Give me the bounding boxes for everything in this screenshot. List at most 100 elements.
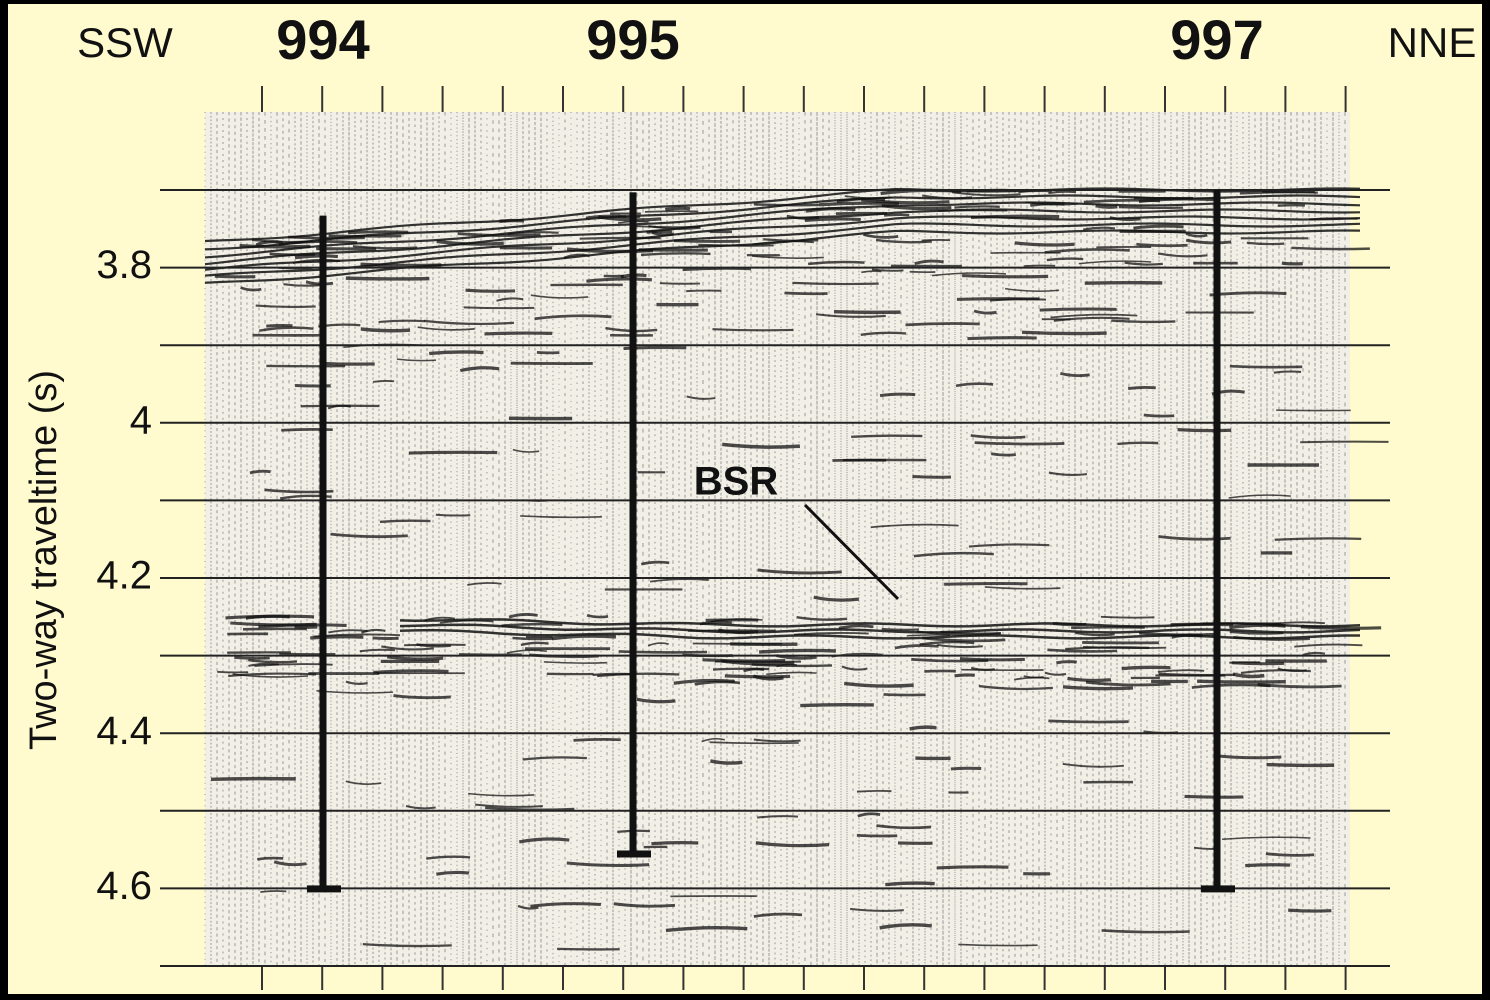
reflector [807, 260, 865, 266]
reflector [566, 861, 650, 868]
reflector [294, 254, 338, 260]
reflector [984, 586, 1061, 590]
reflector [264, 488, 334, 494]
reflector [258, 326, 314, 332]
reflector [416, 643, 451, 648]
reflector [849, 907, 904, 912]
reflector [937, 643, 983, 649]
reflector [712, 328, 794, 332]
reflector [952, 191, 1021, 197]
reflector [722, 442, 801, 449]
seafloor-reflector [204, 201, 1361, 259]
reflector [1222, 836, 1311, 840]
reflector [520, 515, 602, 519]
reflector [517, 904, 539, 910]
reflector [295, 383, 331, 388]
reflector [345, 680, 368, 685]
reflector [682, 267, 752, 272]
reflector [1014, 241, 1075, 247]
reflector [954, 205, 1000, 209]
reflector [751, 255, 824, 260]
reflector [436, 870, 470, 876]
reflector [884, 213, 910, 217]
reflector [1062, 763, 1124, 768]
reflector [361, 628, 386, 634]
reflector [861, 270, 882, 274]
reflector [485, 806, 575, 812]
reflector [1228, 494, 1291, 499]
reflector [211, 776, 296, 782]
reflector [255, 304, 316, 309]
reflector [1075, 631, 1115, 637]
reflector [724, 674, 791, 679]
reflector [970, 666, 995, 671]
reflector [955, 382, 994, 388]
reflector [936, 865, 1009, 870]
reflector [310, 635, 364, 640]
reflector [959, 657, 1025, 662]
reflector [944, 581, 1028, 586]
reflector [793, 632, 869, 636]
reflector [856, 833, 898, 838]
bsr-reflector [399, 628, 1361, 640]
reflector [1266, 762, 1335, 768]
reflector [1060, 371, 1090, 378]
reflector [1085, 680, 1171, 687]
reflector [870, 523, 959, 529]
reflector [1136, 242, 1188, 248]
reflector [1005, 287, 1060, 292]
annotation-arrow [803, 503, 900, 600]
reflector [1111, 319, 1176, 324]
well-trace [629, 192, 637, 854]
reflector [1191, 683, 1271, 689]
reflector [423, 319, 515, 326]
reflector [804, 217, 861, 223]
reflector [266, 324, 293, 328]
reflector [990, 452, 1016, 457]
reflector [911, 658, 989, 663]
reflector [417, 326, 475, 331]
reflector [506, 649, 547, 654]
reflector [636, 697, 676, 704]
reflector [1143, 413, 1175, 418]
reflector [792, 281, 879, 286]
well-foot [1201, 885, 1235, 893]
reflector [257, 856, 284, 861]
seafloor-reflector [204, 194, 1361, 251]
reflector [1185, 238, 1232, 245]
reflector [922, 636, 1006, 643]
reflector [522, 756, 587, 761]
y-axis-label: Two-way traveltime (s) [23, 370, 65, 750]
reflector [1013, 676, 1050, 681]
reflector [838, 624, 874, 630]
reflector [800, 702, 874, 708]
reflector [885, 881, 935, 887]
reflector [255, 240, 284, 247]
reflector [879, 392, 916, 398]
reflector [613, 902, 676, 908]
reflector [326, 361, 375, 366]
reflector [1101, 929, 1190, 934]
reflector [851, 434, 923, 439]
reflector [379, 519, 431, 524]
reflector [907, 634, 950, 637]
reflector [396, 358, 437, 362]
reflector [586, 614, 609, 619]
reflector [1067, 676, 1112, 683]
reflector [260, 890, 287, 893]
reflector [909, 725, 937, 731]
reflector [534, 314, 612, 321]
reflector [273, 860, 307, 867]
reflector [1118, 206, 1183, 210]
reflector [1158, 672, 1236, 677]
reflector [1048, 190, 1077, 195]
reflector [345, 780, 382, 785]
reflector [881, 627, 920, 631]
reflector [1232, 672, 1265, 679]
reflector [1177, 427, 1232, 433]
reflector [1048, 719, 1129, 724]
reflector [618, 650, 708, 654]
reflector [393, 694, 451, 700]
reflector [883, 693, 926, 697]
reflector [819, 201, 899, 207]
